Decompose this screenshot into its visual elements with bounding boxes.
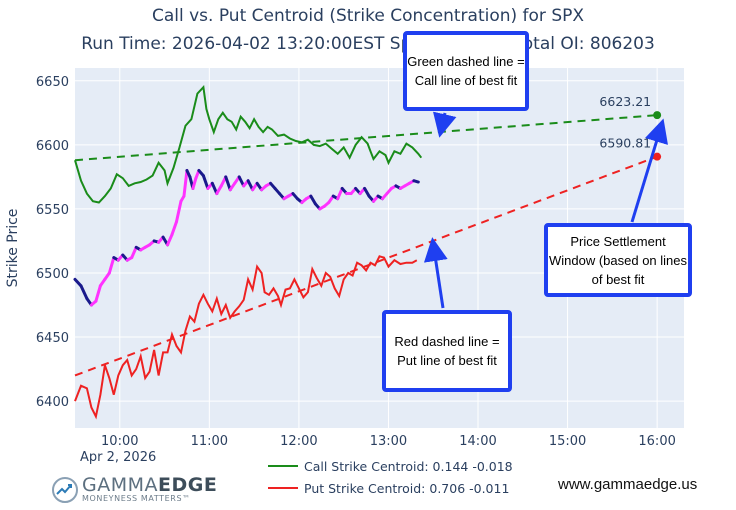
legend-label-call: Call Strike Centroid: 0.144 -0.018	[304, 458, 513, 474]
spot-price-segment	[210, 181, 219, 196]
brand-name-bold: EDGE	[158, 474, 218, 496]
website-link[interactable]: www.gammaedge.us	[558, 476, 698, 493]
spot-price-segment	[336, 186, 344, 201]
spot-price-segment	[107, 256, 116, 275]
y-tick-label: 6600	[36, 139, 69, 154]
x-axis: 10:00 11:00 12:00 13:00 14:00 15:00 16:00	[101, 434, 676, 449]
brand-name-light: GAMMA	[82, 474, 159, 496]
legend-swatch-put	[268, 487, 298, 489]
arrow-to-settlement-window	[630, 118, 668, 223]
spot-price-segment	[175, 199, 183, 224]
callout-arrows	[423, 111, 668, 309]
y-tick-label: 6500	[36, 267, 69, 282]
y-axis-label: Strike Price	[5, 209, 21, 288]
put-endpoint-label: 6590.81	[599, 136, 651, 151]
y-tick-label: 6550	[36, 203, 69, 218]
spot-price-segment	[182, 168, 189, 198]
chart-legend: Call Strike Centroid: 0.144 -0.018 Put S…	[268, 455, 513, 499]
spot-price-segment	[79, 284, 89, 301]
x-axis-date-label: Apr 2, 2026	[80, 450, 156, 465]
gamma-logo-icon	[52, 476, 78, 503]
x-tick-label: 11:00	[191, 434, 228, 449]
call-endpoint-marker	[653, 111, 662, 120]
put-trendline	[74, 155, 658, 377]
x-tick-label: 16:00	[638, 434, 675, 449]
brand-tagline: MONEYNESS MATTERS™	[82, 494, 191, 503]
chart-title: Call vs. Put Centroid (Strike Concentrat…	[151, 6, 585, 26]
x-tick-label: 14:00	[459, 434, 496, 449]
x-tick-label: 10:00	[101, 434, 138, 449]
legend-swatch-call	[268, 465, 298, 467]
spot-price-segment	[224, 175, 232, 192]
brand-logo: GAMMAEDGE MONEYNESS MATTERS™	[52, 476, 217, 503]
gridlines	[75, 68, 684, 428]
legend-item-put: Put Strike Centroid: 0.706 -0.011	[268, 477, 513, 499]
legend-label-put: Put Strike Centroid: 0.706 -0.011	[304, 480, 510, 496]
x-tick-label: 15:00	[549, 434, 586, 449]
x-tick-label: 12:00	[280, 434, 317, 449]
spot-price-segment	[166, 233, 174, 247]
spot-price-segment	[170, 220, 178, 237]
legend-item-call: Call Strike Centroid: 0.144 -0.018	[268, 455, 513, 477]
callout-settlement-window: Price Settlement Window (based on lines …	[544, 223, 692, 297]
spot-price-segment	[130, 245, 138, 260]
x-tick-label: 13:00	[370, 434, 407, 449]
callout-red-line: Red dashed line = Put line of best fit	[382, 310, 512, 392]
y-tick-label: 6400	[36, 395, 69, 410]
put-endpoint-marker	[653, 152, 662, 161]
spot-price-segment	[201, 174, 210, 190]
y-tick-label: 6650	[36, 75, 69, 90]
spot-price-segment	[191, 176, 198, 190]
series-lines	[73, 84, 658, 420]
call-centroid-line	[74, 84, 423, 204]
endpoint-markers: 6623.21 6590.81	[599, 94, 662, 161]
y-tick-label: 6450	[36, 331, 69, 346]
put-centroid-line	[74, 255, 418, 420]
arrow-to-put-trendline	[423, 237, 448, 309]
spot-price-segment	[237, 175, 246, 188]
spot-price-segment	[412, 179, 420, 184]
y-axis: 6400 6450 6500 6550 6600 6650	[36, 75, 69, 410]
callout-green-line: Green dashed line = Call line of best fi…	[403, 31, 529, 111]
call-endpoint-label: 6623.21	[599, 94, 651, 109]
spot-price-segment	[94, 284, 102, 303]
arrow-to-call-trendline	[433, 111, 457, 138]
